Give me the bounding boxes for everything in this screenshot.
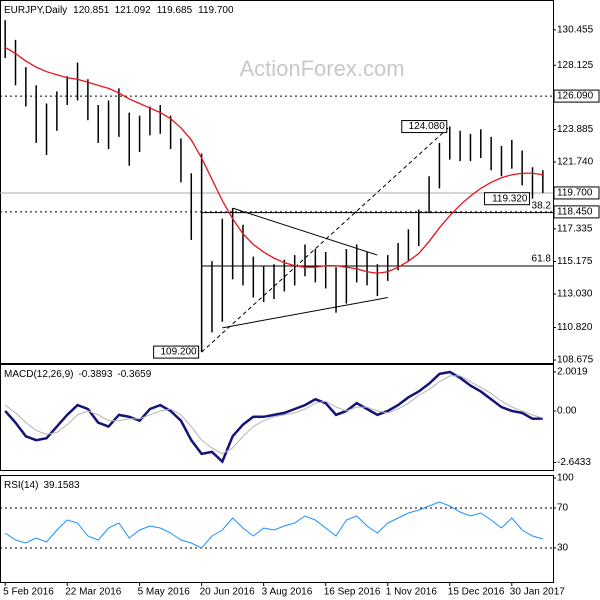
ohlc-value: 120.851 xyxy=(73,5,110,16)
y-tick-label: -2.6433 xyxy=(557,457,591,468)
y-tick-label: 70 xyxy=(557,503,569,514)
y-tick-label: 100 xyxy=(557,473,574,484)
y-tick-label: 0.00 xyxy=(557,406,577,417)
price-level-box xyxy=(553,89,600,103)
ohlc-value: 119.685 xyxy=(157,5,193,16)
x-tick-label: 15 Dec 2016 xyxy=(448,587,505,598)
main-panel-frame xyxy=(0,0,554,364)
y-tick-label: 121.740 xyxy=(557,157,594,168)
ohlc-value: 119.700 xyxy=(198,5,234,16)
readout-value: 39.1583 xyxy=(43,480,80,491)
annotation-label: 124.080 xyxy=(409,121,446,132)
y-tick-label: 110.820 xyxy=(557,322,593,333)
macd-name: MACD(12,26,9) xyxy=(4,369,73,380)
x-tick-label: 30 Jan 2017 xyxy=(510,587,565,598)
fib-label: 38.2 xyxy=(532,200,552,211)
annotation-box xyxy=(153,345,200,359)
x-tick-label: 5 May 2016 xyxy=(138,587,191,598)
y-tick-label: 130.455 xyxy=(557,25,594,36)
trendline xyxy=(232,207,378,256)
macd-title: MACD(12,26,9) -0.3893 -0.3659 xyxy=(4,369,152,380)
price-level-label: 118.450 xyxy=(557,207,593,218)
y-tick-label: 2.0019 xyxy=(557,367,588,378)
x-tick-label: 20 Jun 2016 xyxy=(200,587,255,598)
y-tick-label: 123.885 xyxy=(557,124,594,135)
rsi-panel-frame xyxy=(0,475,554,583)
y-tick-label: 117.335 xyxy=(557,223,593,234)
y-tick-label: 128.125 xyxy=(557,60,594,71)
price-level-label: 119.700 xyxy=(557,188,593,199)
rsi-name: RSI(14) xyxy=(4,480,38,491)
indicator-line xyxy=(4,370,543,464)
y-tick-label: 108.675 xyxy=(557,355,594,366)
indicator-line xyxy=(4,375,543,455)
price-level-box xyxy=(553,186,600,200)
annotation-box xyxy=(483,192,530,206)
y-tick-label: 30 xyxy=(557,543,569,554)
ohlc-value: 121.092 xyxy=(115,5,152,16)
fib-label: 61.8 xyxy=(532,254,552,265)
x-tick-label: 3 Aug 2016 xyxy=(262,587,313,598)
symbol: EURJPY,Daily xyxy=(4,5,67,16)
macd-panel-frame xyxy=(0,364,554,471)
y-tick-label: 113.030 xyxy=(557,289,593,300)
header: EURJPY,Daily 120.851 121.092 119.685 119.700 xyxy=(4,5,234,16)
annotation-label: 109.200 xyxy=(160,347,197,358)
x-tick-label: 22 Mar 2016 xyxy=(65,587,122,598)
readout-value: -0.3893 xyxy=(78,369,112,380)
price-level-box xyxy=(553,205,600,219)
watermark: ActionForex.com xyxy=(239,56,404,81)
price-level-label: 126.090 xyxy=(557,91,594,102)
moving-average xyxy=(4,46,543,274)
indicator-line xyxy=(4,501,543,549)
y-tick-label: 115.175 xyxy=(557,256,593,267)
readout-value: -0.3659 xyxy=(117,369,151,380)
x-tick-label: 1 Nov 2016 xyxy=(386,587,438,598)
x-tick-label: 16 Sep 2016 xyxy=(324,587,381,598)
rsi-title: RSI(14) 39.1583 xyxy=(4,480,80,491)
annotation-box xyxy=(401,120,448,134)
trendline xyxy=(222,297,388,329)
annotation-label: 119.320 xyxy=(492,193,528,204)
x-tick-label: 5 Feb 2016 xyxy=(3,587,54,598)
